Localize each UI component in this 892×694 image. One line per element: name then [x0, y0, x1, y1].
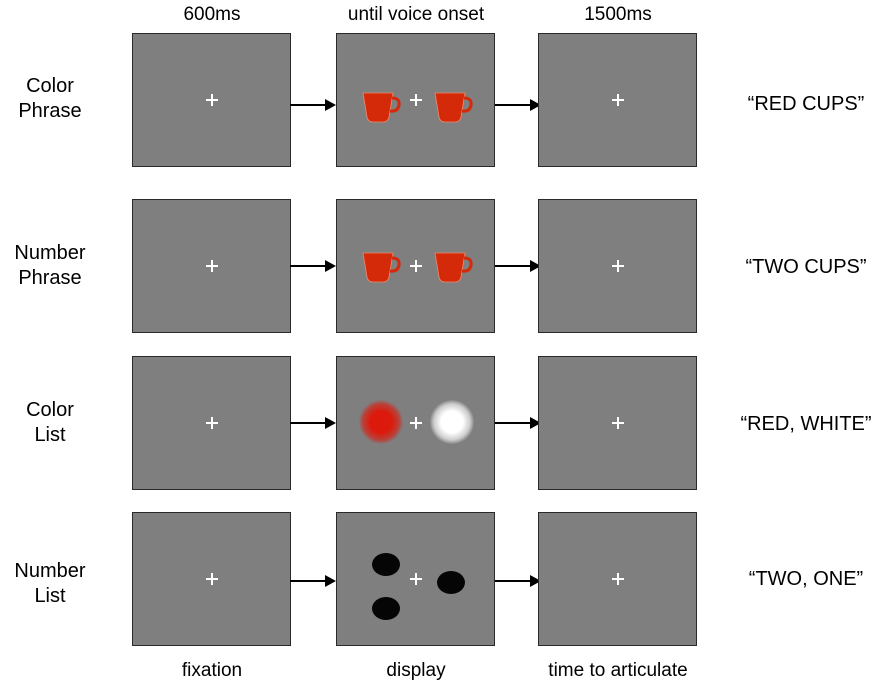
arrow-icon: [290, 417, 336, 429]
fixation-cross-icon: [409, 573, 422, 585]
arrow-icon: [290, 575, 336, 587]
row-label-line2: List: [34, 585, 66, 607]
row-label-line2: Phrase: [18, 100, 82, 122]
red-cup-icon: [362, 92, 401, 123]
fixation-screen: [132, 512, 291, 646]
red-blob: [359, 400, 403, 444]
fixation-screen: [132, 199, 291, 333]
fixation-cross-icon: [611, 94, 624, 106]
display-screen: [336, 199, 495, 333]
fixation-screen: [132, 356, 291, 490]
fixation-cross-icon: [205, 417, 218, 429]
column-header-articulation-duration: 1500ms: [584, 4, 652, 25]
red-cup-icon: [434, 252, 473, 283]
fixation-cross-icon: [409, 417, 422, 429]
articulation-screen: [538, 199, 697, 333]
display-screen: [336, 356, 495, 490]
row-label-line2: Phrase: [18, 267, 82, 289]
expected-response: “TWO CUPS”: [745, 256, 867, 278]
fixation-screen: [132, 33, 291, 167]
expected-response: “TWO, ONE”: [748, 568, 864, 590]
row-label-line2: List: [34, 424, 66, 446]
arrow-icon: [495, 417, 541, 429]
expected-response: “RED, WHITE”: [740, 413, 872, 435]
fixation-cross-icon: [205, 260, 218, 272]
fixation-cross-icon: [611, 573, 624, 585]
black-dot: [437, 571, 465, 594]
row-label-number-list: Number List: [0, 559, 100, 609]
row-label-color-phrase: Color Phrase: [0, 74, 100, 124]
fixation-cross-icon: [611, 417, 624, 429]
white-blob: [430, 400, 474, 444]
articulation-screen: [538, 512, 697, 646]
row-label-number-phrase: Number Phrase: [0, 241, 100, 291]
column-footer-display: display: [386, 660, 446, 681]
arrow-icon: [290, 260, 336, 272]
row-label-line1: Number: [14, 560, 86, 582]
fixation-cross-icon: [409, 260, 422, 272]
row-label-color-list: Color List: [0, 398, 100, 448]
column-footer-time-to-articulate: time to articulate: [548, 660, 688, 681]
arrow-icon: [495, 260, 541, 272]
display-screen: [336, 33, 495, 167]
articulation-screen: [538, 33, 697, 167]
arrow-icon: [495, 575, 541, 587]
arrow-icon: [290, 99, 336, 111]
fixation-cross-icon: [409, 94, 422, 106]
row-label-line1: Color: [26, 399, 74, 421]
arrow-icon: [495, 99, 541, 111]
red-cup-icon: [362, 252, 401, 283]
articulation-screen: [538, 356, 697, 490]
black-dot: [372, 553, 400, 576]
fixation-cross-icon: [611, 260, 624, 272]
display-screen: [336, 512, 495, 646]
row-label-line1: Color: [26, 75, 74, 97]
fixation-cross-icon: [205, 94, 218, 106]
column-header-display-duration: until voice onset: [347, 4, 485, 25]
column-footer-fixation: fixation: [181, 660, 243, 681]
column-header-fixation-duration: 600ms: [183, 4, 241, 25]
row-label-line1: Number: [14, 242, 86, 264]
expected-response: “RED CUPS”: [747, 93, 865, 115]
red-cup-icon: [434, 92, 473, 123]
black-dot: [372, 597, 400, 620]
fixation-cross-icon: [205, 573, 218, 585]
